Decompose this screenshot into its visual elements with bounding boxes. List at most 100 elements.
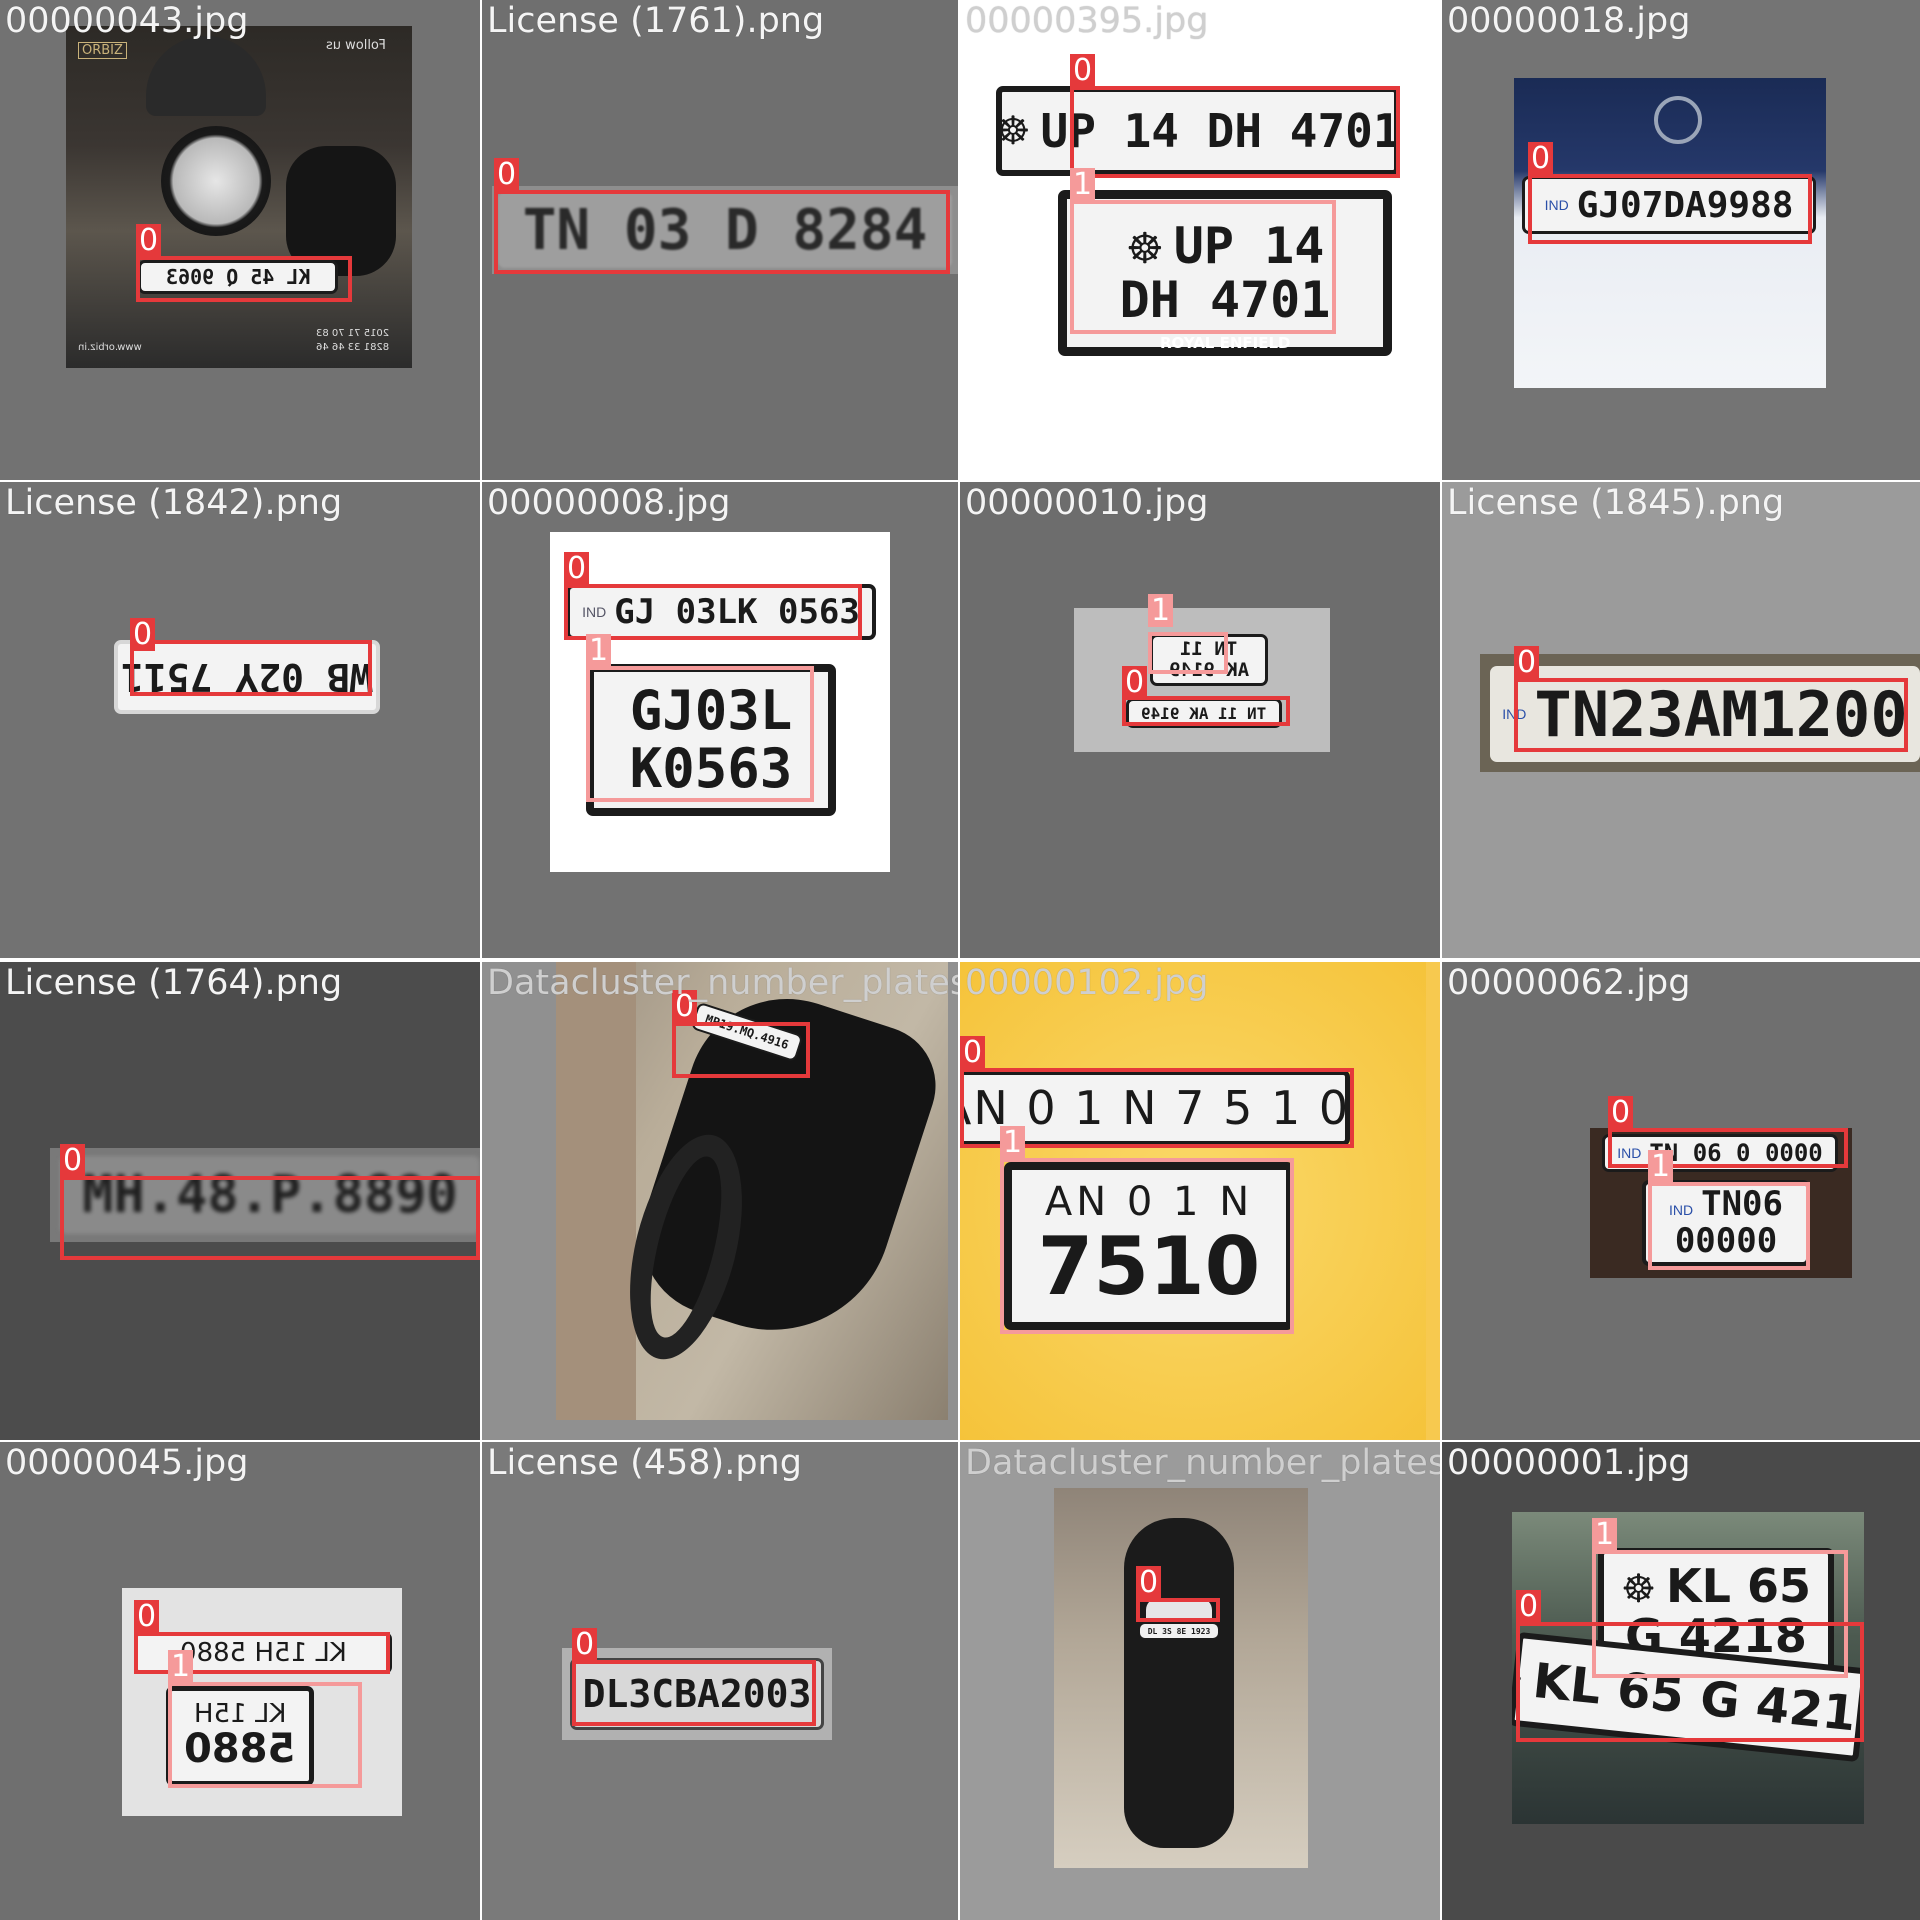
- mosaic-tile[interactable]: IND GJ07DA9988 0 00000018.jpg: [1442, 0, 1920, 480]
- mosaic-tile[interactable]: MP19.MQ.4916 0 Datacluster_number_plates…: [482, 962, 958, 1440]
- mosaic-tile[interactable]: WB 02Y 7511 0 License (1842).png: [0, 482, 480, 958]
- class-label: 1: [1592, 1518, 1618, 1551]
- bounding-box: [1528, 174, 1812, 244]
- helmet-cap-shape: [146, 36, 266, 116]
- bounding-box: [168, 1682, 362, 1788]
- thumbnail-image: TN 03 D 8284: [492, 186, 958, 274]
- mosaic-tile[interactable]: TN 03 D 8284 0 License (1761).png: [482, 0, 958, 480]
- tile-filename: 00000018.jpg: [1447, 1, 1691, 41]
- bounding-box: [134, 1632, 390, 1674]
- bounding-box: [1122, 696, 1290, 726]
- bounding-box: [1648, 1182, 1810, 1270]
- bounding-box: [1000, 1158, 1294, 1334]
- tile-filename: 00000045.jpg: [5, 1443, 249, 1483]
- bounding-box: [960, 1068, 1354, 1148]
- license-plate: IND TN06 00000: [1642, 1180, 1810, 1266]
- mosaic-tile[interactable]: ORBIZ Follow us www.orbiz.in 2015 71 70 …: [0, 0, 480, 480]
- thumbnail-image: MH.48.P.8890: [50, 1148, 480, 1242]
- tile-filename: License (1761).png: [487, 1, 825, 41]
- tile-filename: Datacluster_number_plates(90).jpg: [487, 963, 958, 1003]
- bounding-box: [672, 1022, 810, 1078]
- tile-filename: 00000395.jpg: [965, 1, 1209, 41]
- tile-filename: 00000062.jpg: [1447, 963, 1691, 1003]
- bounding-box: [494, 190, 950, 274]
- tile-filename: 00000043.jpg: [5, 1, 249, 41]
- bounding-box: [1148, 632, 1228, 674]
- class-label: 0: [1514, 646, 1540, 679]
- bounding-box: [572, 1660, 816, 1726]
- class-label: 0: [1122, 666, 1148, 699]
- tile-filename: License (1842).png: [5, 483, 343, 523]
- headlight-shape: [161, 126, 271, 236]
- mosaic-tile[interactable]: ☸ UP 14 DH 4701 ☸ UP 14 DH 4701 ROYAL ENFI…: [960, 0, 1440, 480]
- class-label: 0: [60, 1144, 86, 1177]
- license-plate: ☸ UP 14 DH 4701: [1058, 190, 1392, 356]
- mosaic-tile[interactable]: AN 0 1 N 7 5 1 0 AN 0 1 N 7510 0 1 00000…: [960, 962, 1440, 1440]
- bounding-box: [1514, 678, 1908, 752]
- class-label: 0: [1516, 1590, 1542, 1623]
- class-label: 0: [130, 618, 156, 651]
- class-label: 1: [168, 1650, 194, 1683]
- thumbnail-image: TN 11 AK 9149 TN 11 AK 9149: [1074, 608, 1330, 752]
- bounding-box: [1592, 1550, 1848, 1678]
- brand-logo: ORBIZ: [78, 42, 127, 59]
- bounding-box: [586, 666, 814, 802]
- license-plate: ☸ UP 14 DH 4701: [996, 86, 1400, 176]
- mosaic-tile[interactable]: IND TN23AM1200 0 License (1845).png: [1442, 482, 1920, 958]
- car-logo-shape: [1654, 96, 1702, 144]
- class-label: 0: [960, 1036, 986, 1069]
- license-plate: KL 45 Q 9063: [138, 260, 338, 294]
- bounding-box: [60, 1176, 480, 1260]
- website-text: www.orbiz.in: [78, 342, 142, 353]
- plate-line-1: GJ03L: [629, 678, 793, 742]
- class-label: 0: [134, 1600, 160, 1633]
- thumbnail-image: DL 3S 8E 1923: [1054, 1488, 1308, 1868]
- thumbnail-image: IND GJ 03LK 0563 GJ03L K0563: [550, 532, 890, 872]
- fuel-tank-shape: [286, 146, 396, 276]
- mosaic-tile[interactable]: IND GJ 03LK 0563 GJ03L K0563 0 1 00000008…: [482, 482, 958, 958]
- license-plate: DL 3S 8E 1923: [1138, 1622, 1220, 1640]
- tile-filename: License (1845).png: [1447, 483, 1785, 523]
- plate-line-1: ☸ KL 65: [1620, 1559, 1812, 1614]
- mosaic-tile[interactable]: MH.48.P.8890 0 License (1764).png: [0, 962, 480, 1440]
- class-label: 0: [672, 990, 698, 1023]
- mosaic-tile[interactable]: DL 3S 8E 1923 0 Datacluster_number_plate…: [960, 1442, 1440, 1920]
- mosaic-tile[interactable]: KL 15H 5880 KL 15H 5880 0 1 00000045.jpg: [0, 1442, 480, 1920]
- mosaic-tile[interactable]: DL3CBA2003 0 License (458).png: [482, 1442, 958, 1920]
- license-plate: IND TN 06 0 0000: [1602, 1134, 1838, 1172]
- tile-filename: License (458).png: [487, 1443, 802, 1483]
- bounding-box: [1516, 1622, 1864, 1742]
- tile-filename: 00000001.jpg: [1447, 1443, 1691, 1483]
- mosaic-tile[interactable]: TN 11 AK 9149 TN 11 AK 9149 1 0 00000010…: [960, 482, 1440, 958]
- bounding-box: [130, 640, 372, 696]
- class-label: 1: [1070, 168, 1096, 201]
- license-plate: KL 15H 5880: [166, 1686, 314, 1786]
- tile-filename: 00000102.jpg: [965, 963, 1209, 1003]
- tile-filename: 00000008.jpg: [487, 483, 731, 523]
- class-label: 0: [572, 1628, 598, 1661]
- bounding-box: [564, 584, 862, 640]
- mosaic-tile[interactable]: IND TN 06 0 0000 IND TN06 00000 0 1 000000…: [1442, 962, 1920, 1440]
- license-plate: DL3CBA2003: [570, 1658, 824, 1730]
- phone-line-1: 2015 71 70 83: [316, 328, 390, 339]
- license-plate: TN 03 D 8284: [498, 192, 952, 268]
- bounding-box: [1608, 1128, 1848, 1168]
- follow-us-text: Follow us: [326, 38, 386, 53]
- license-plate: MH.48.P.8890: [60, 1156, 480, 1234]
- wall-shape: [556, 962, 636, 1420]
- plate-line-2: K0563: [629, 737, 793, 800]
- class-label: 1: [1648, 1150, 1674, 1183]
- mosaic-tile[interactable]: ☸ KL 65 G 4218 ☸ KL 65 G 4218 1 0 00000001…: [1442, 1442, 1920, 1920]
- tile-filename: Datacluster_number_plates (38).jpg: [965, 1443, 1440, 1483]
- plate-line-2: 7510: [1037, 1220, 1261, 1314]
- thumbnail-image: ORBIZ Follow us www.orbiz.in 2015 71 70 …: [66, 26, 412, 368]
- tile-filename: 00000010.jpg: [965, 483, 1209, 523]
- class-label: 0: [1608, 1096, 1634, 1129]
- class-label: 0: [564, 552, 590, 585]
- bounding-box: [1136, 1598, 1220, 1622]
- thumbnail-image: ☸ KL 65 G 4218 ☸ KL 65 G 4218: [1512, 1512, 1864, 1824]
- license-plate: IND TN23AM1200: [1490, 666, 1920, 762]
- plate-line-2: 00000: [1674, 1221, 1778, 1261]
- class-label: 1: [586, 634, 612, 667]
